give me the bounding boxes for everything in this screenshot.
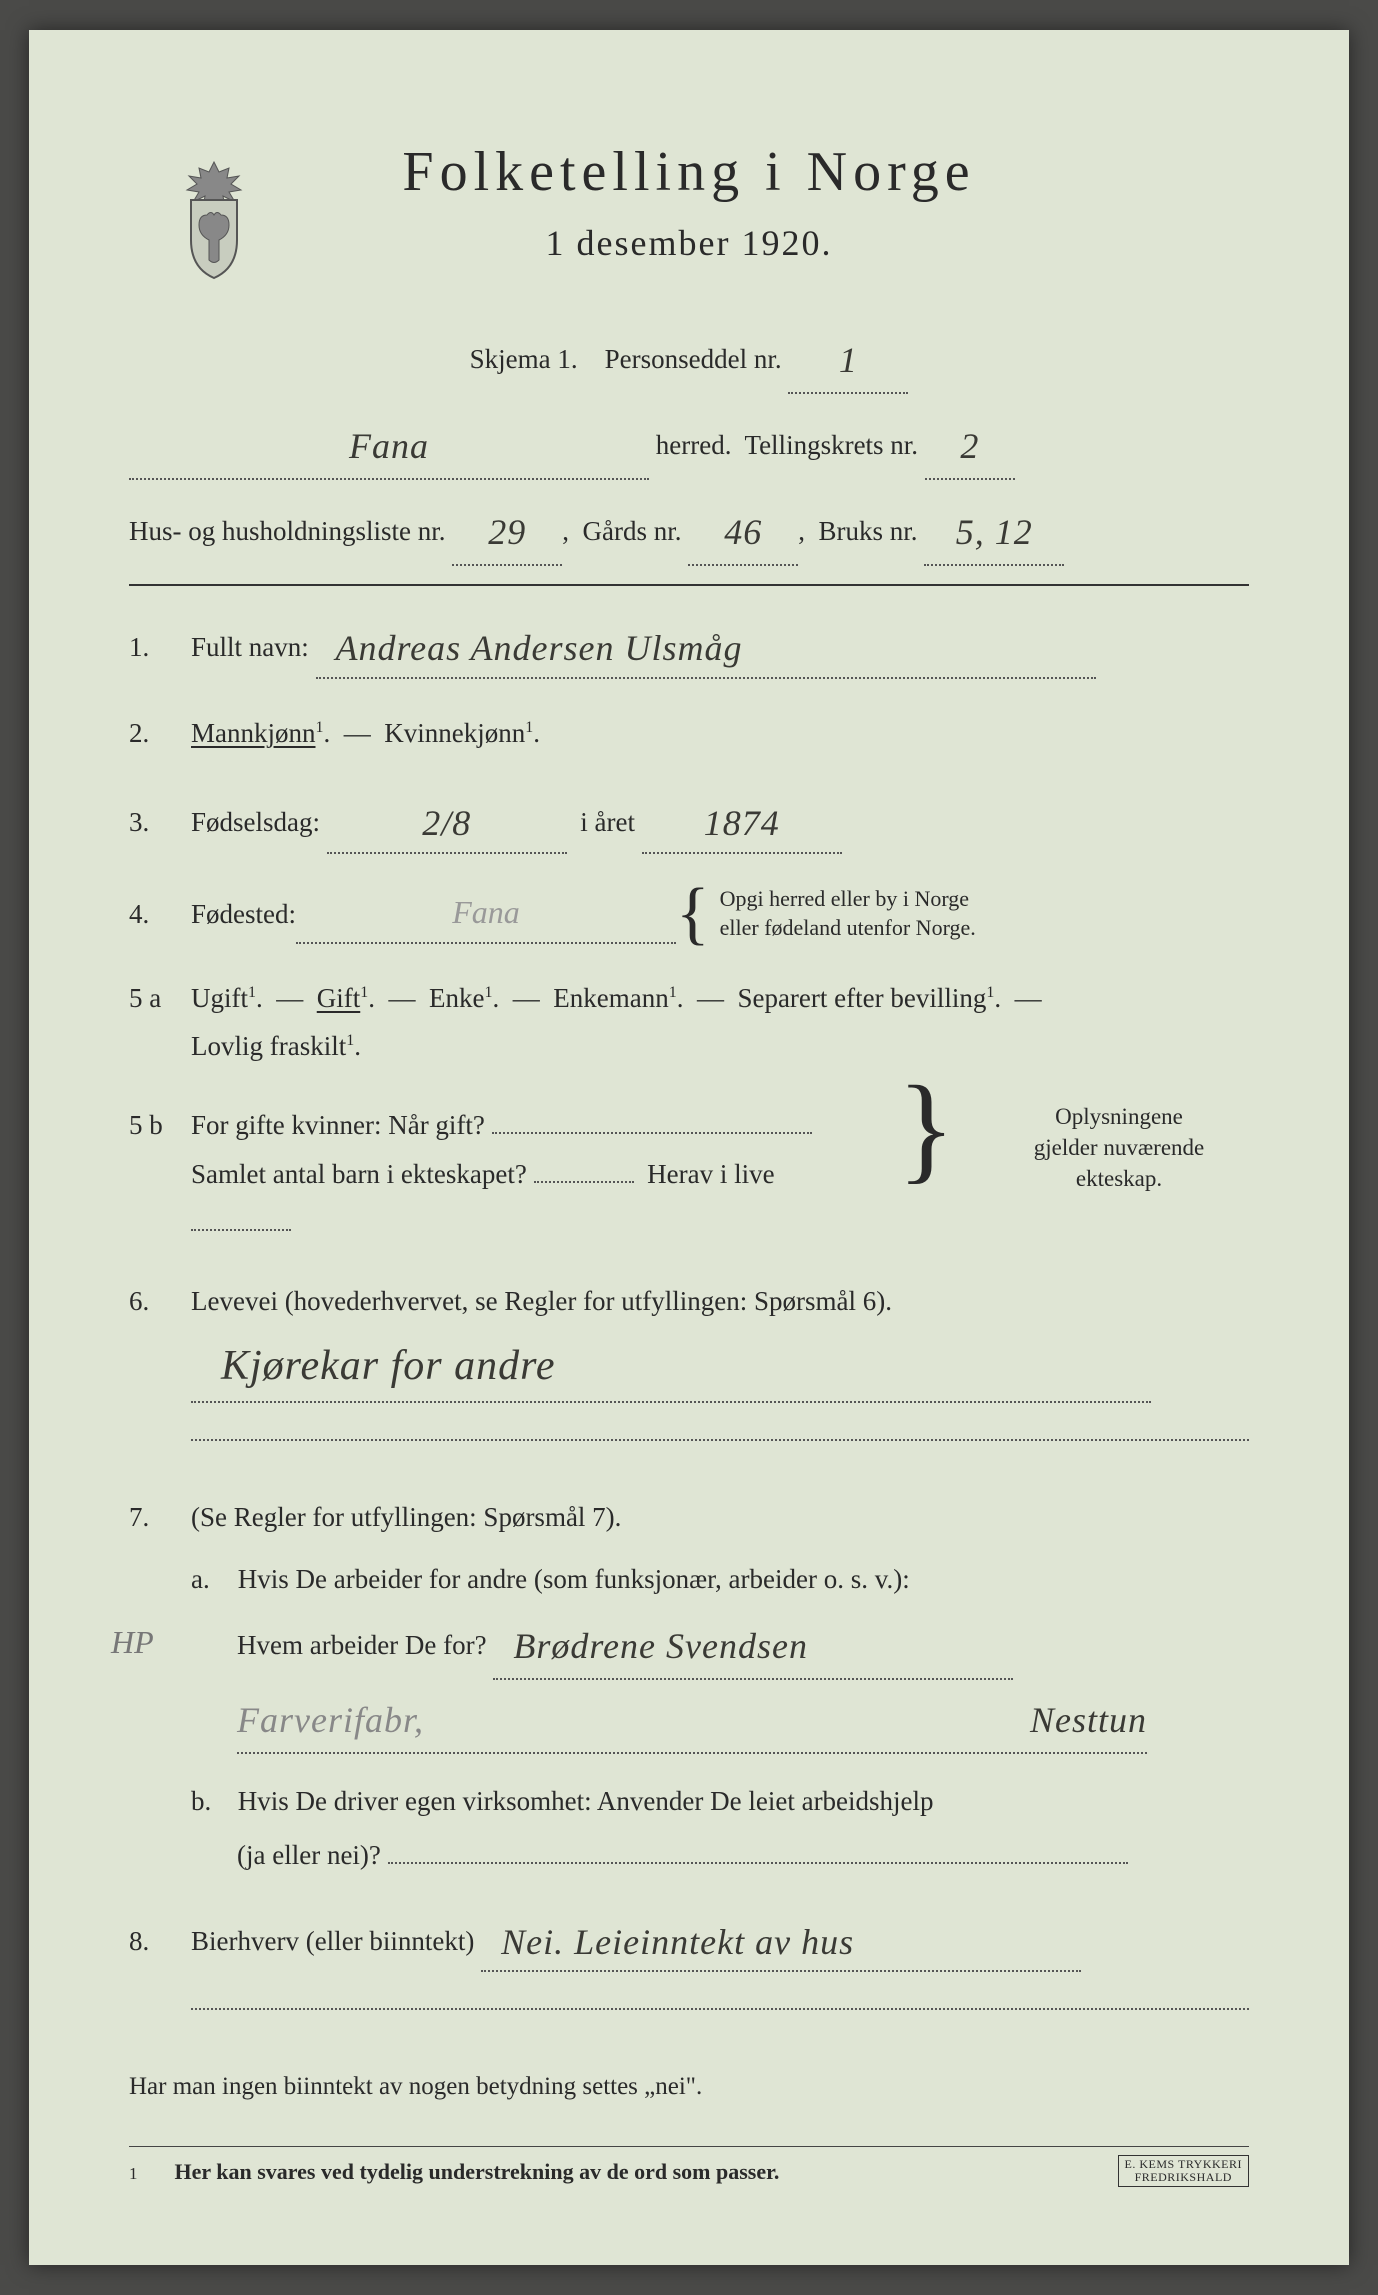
q6-num: 6.: [129, 1277, 175, 1326]
herred-line: Fana herred. Tellingskrets nr. 2: [129, 406, 1249, 480]
tellingskrets-label: Tellingskrets nr.: [744, 430, 918, 460]
q6-label: Levevei (hovederhvervet, se Regler for u…: [191, 1286, 892, 1316]
q8-row: 8. Bierhverv (eller biinntekt) Nei. Leie…: [129, 1906, 1249, 2033]
husliste-line: Hus- og husholdningsliste nr. 29, Gårds …: [129, 492, 1249, 566]
q3-row: 3. Fødselsdag: 2/8 i året 1874: [129, 787, 1249, 854]
q1-label: Fullt navn:: [191, 632, 309, 662]
q5a-enke: Enke: [429, 983, 484, 1013]
divider: [129, 584, 1249, 586]
q7a-q: Hvem arbeider De for?: [237, 1630, 487, 1660]
q7b-text2: (ja eller nei)?: [237, 1840, 381, 1870]
q2-num: 2.: [129, 709, 175, 758]
footnote: 1 Her kan svares ved tydelig understrekn…: [129, 2159, 1249, 2185]
document-subtitle: 1 desember 1920.: [129, 222, 1249, 264]
bruks-label: Bruks nr.: [819, 516, 918, 546]
q6-value: Kjørekar for andre: [221, 1343, 556, 1389]
q5a-ugift: Ugift: [191, 983, 248, 1013]
q7-label: (Se Regler for utfyllingen: Spørsmål 7).: [191, 1502, 621, 1532]
q1-num: 1.: [129, 623, 175, 672]
q7a-value1: Brødrene Svendsen: [513, 1626, 808, 1666]
q5a-gift: Gift: [317, 983, 361, 1013]
gards-nr: 46: [724, 512, 762, 552]
q5b-num: 5 b: [129, 1101, 175, 1150]
q5b-herav: Herav i live: [647, 1159, 774, 1189]
herred-label: herred.: [656, 430, 732, 460]
coat-of-arms-icon: [169, 160, 259, 280]
q2-mann: Mannkjønn: [191, 718, 316, 748]
footnote-text: Her kan svares ved tydelig understreknin…: [175, 2159, 780, 2184]
q7-num: 7.: [129, 1493, 175, 1542]
footer-note1: Har man ingen biinntekt av nogen betydni…: [129, 2062, 1249, 2112]
gards-label: Gårds nr.: [583, 516, 682, 546]
q6-row: 6. Levevei (hovederhvervet, se Regler fo…: [129, 1277, 1249, 1463]
q5b-note: Oplysningene gjelder nuværende ekteskap.: [989, 1101, 1249, 1194]
document-title: Folketelling i Norge: [129, 140, 1249, 204]
q4-value: Fana: [452, 894, 520, 930]
skjema-line: Skjema 1. Personseddel nr. 1: [129, 320, 1249, 394]
q2-row: 2. Mannkjønn1. — Kvinnekjønn1.: [129, 709, 1249, 758]
q5b-label1: For gifte kvinner: Når gift?: [191, 1110, 485, 1140]
personseddel-label: Personseddel nr.: [605, 344, 782, 374]
bruks-nr: 5, 12: [956, 512, 1033, 552]
q4-row: 4. Fødested: Fana { Opgi herred eller by…: [129, 884, 1249, 944]
q8-num: 8.: [129, 1917, 175, 1966]
q5a-row: 5 a Ugift1. — Gift1. — Enke1. — Enkemann…: [129, 974, 1249, 1071]
q7a-margin: HP: [111, 1610, 154, 1674]
q7b-row: b. Hvis De driver egen virksomhet: Anven…: [191, 1774, 1249, 1882]
q3-year-label: i året: [580, 807, 635, 837]
q5a-enkemann: Enkemann: [553, 983, 668, 1013]
q1-value: Andreas Andersen Ulsmåg: [336, 628, 743, 668]
printer-stamp: E. KEMS TRYKKERI FREDRIKSHALD: [1118, 2155, 1249, 2187]
q7a-label: a.: [191, 1552, 231, 1606]
divider: [129, 2146, 1249, 2147]
q3-year: 1874: [704, 803, 780, 843]
footnote-num: 1: [129, 2164, 169, 2184]
q8-value: Nei. Leieinntekt av hus: [501, 1922, 854, 1962]
brace-icon: }: [897, 1101, 955, 1155]
q3-num: 3.: [129, 798, 175, 847]
skjema-label: Skjema 1.: [470, 344, 578, 374]
husliste-label: Hus- og husholdningsliste nr.: [129, 516, 446, 546]
q5b-label2: Samlet antal barn i ekteskapet?: [191, 1159, 527, 1189]
q5a-separert: Separert efter bevilling: [737, 983, 986, 1013]
q4-note: Opgi herred eller by i Norge eller fødel…: [720, 885, 976, 942]
husliste-nr: 29: [488, 512, 526, 552]
q3-day: 2/8: [422, 803, 471, 843]
q7-row: 7. (Se Regler for utfyllingen: Spørsmål …: [129, 1493, 1249, 1542]
q7a-text: Hvis De arbeider for andre (som funksjon…: [238, 1564, 910, 1594]
q7b-label: b.: [191, 1774, 231, 1828]
q4-num: 4.: [129, 890, 175, 939]
q5a-num: 5 a: [129, 974, 175, 1023]
q5b-row: 5 b For gifte kvinner: Når gift? Samlet …: [129, 1101, 1249, 1247]
brace-icon: {: [676, 886, 710, 942]
q7a-row: a. Hvis De arbeider for andre (som funks…: [191, 1552, 1249, 1754]
q8-label: Bierhverv (eller biinntekt): [191, 1926, 474, 1956]
herred-value: Fana: [349, 426, 429, 466]
q7b-text1: Hvis De driver egen virksomhet: Anvender…: [238, 1786, 934, 1816]
q4-label: Fødested:: [191, 890, 296, 939]
q3-label: Fødselsdag:: [191, 807, 320, 837]
q7a-value2: Farverifabr,: [237, 1700, 424, 1740]
census-form-page: Folketelling i Norge 1 desember 1920. Sk…: [29, 30, 1349, 2265]
q1-row: 1. Fullt navn: Andreas Andersen Ulsmåg: [129, 612, 1249, 679]
personseddel-nr: 1: [839, 340, 858, 380]
tellingskrets-nr: 2: [960, 426, 979, 466]
q5a-fraskilt: Lovlig fraskilt: [191, 1031, 346, 1061]
q2-kvinne: Kvinnekjønn: [384, 718, 525, 748]
q7a-value3: Nesttun: [1030, 1684, 1147, 1756]
